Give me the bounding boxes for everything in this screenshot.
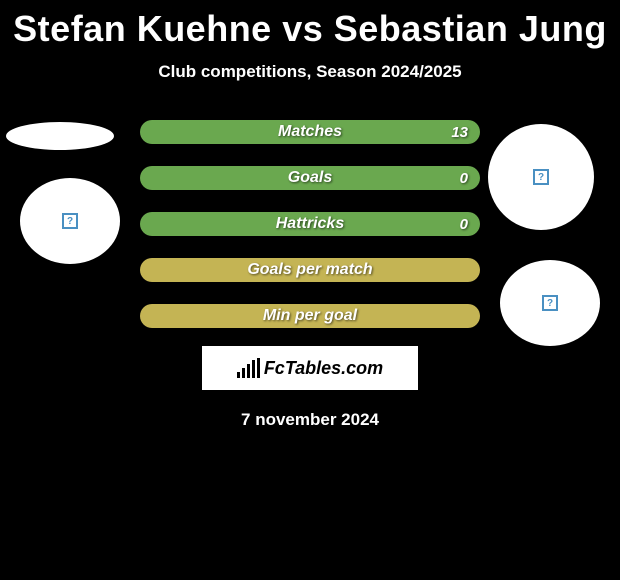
player-right-avatar-1: ?: [488, 124, 594, 230]
player-left-avatar: ?: [20, 178, 120, 264]
watermark-box: FcTables.com: [202, 346, 418, 390]
chart-bars-icon: [237, 358, 260, 378]
stat-bar: Goals per match: [140, 258, 480, 282]
player-left-ellipse: [6, 122, 114, 150]
stat-label: Min per goal: [263, 307, 357, 325]
stat-value: 0: [460, 216, 468, 233]
date-line: 7 november 2024: [0, 410, 620, 430]
stat-label: Hattricks: [276, 215, 344, 233]
stat-label: Goals per match: [247, 261, 372, 279]
stat-bar: Matches 13: [140, 120, 480, 144]
stat-label: Matches: [278, 123, 342, 141]
page-title: Stefan Kuehne vs Sebastian Jung: [0, 0, 620, 50]
watermark-text: FcTables.com: [264, 358, 383, 379]
image-placeholder-icon: ?: [533, 169, 549, 185]
stat-bar: Min per goal: [140, 304, 480, 328]
page-subtitle: Club competitions, Season 2024/2025: [0, 62, 620, 82]
watermark-content: FcTables.com: [237, 358, 383, 379]
image-placeholder-icon: ?: [542, 295, 558, 311]
stats-container: Matches 13 Goals 0 Hattricks 0 Goals per match…: [140, 120, 480, 328]
image-placeholder-icon: ?: [62, 213, 78, 229]
stat-value: 13: [451, 124, 468, 141]
player-right-avatar-2: ?: [500, 260, 600, 346]
stat-value: 0: [460, 170, 468, 187]
stat-bar: Hattricks 0: [140, 212, 480, 236]
stat-bar: Goals 0: [140, 166, 480, 190]
stat-label: Goals: [288, 169, 332, 187]
